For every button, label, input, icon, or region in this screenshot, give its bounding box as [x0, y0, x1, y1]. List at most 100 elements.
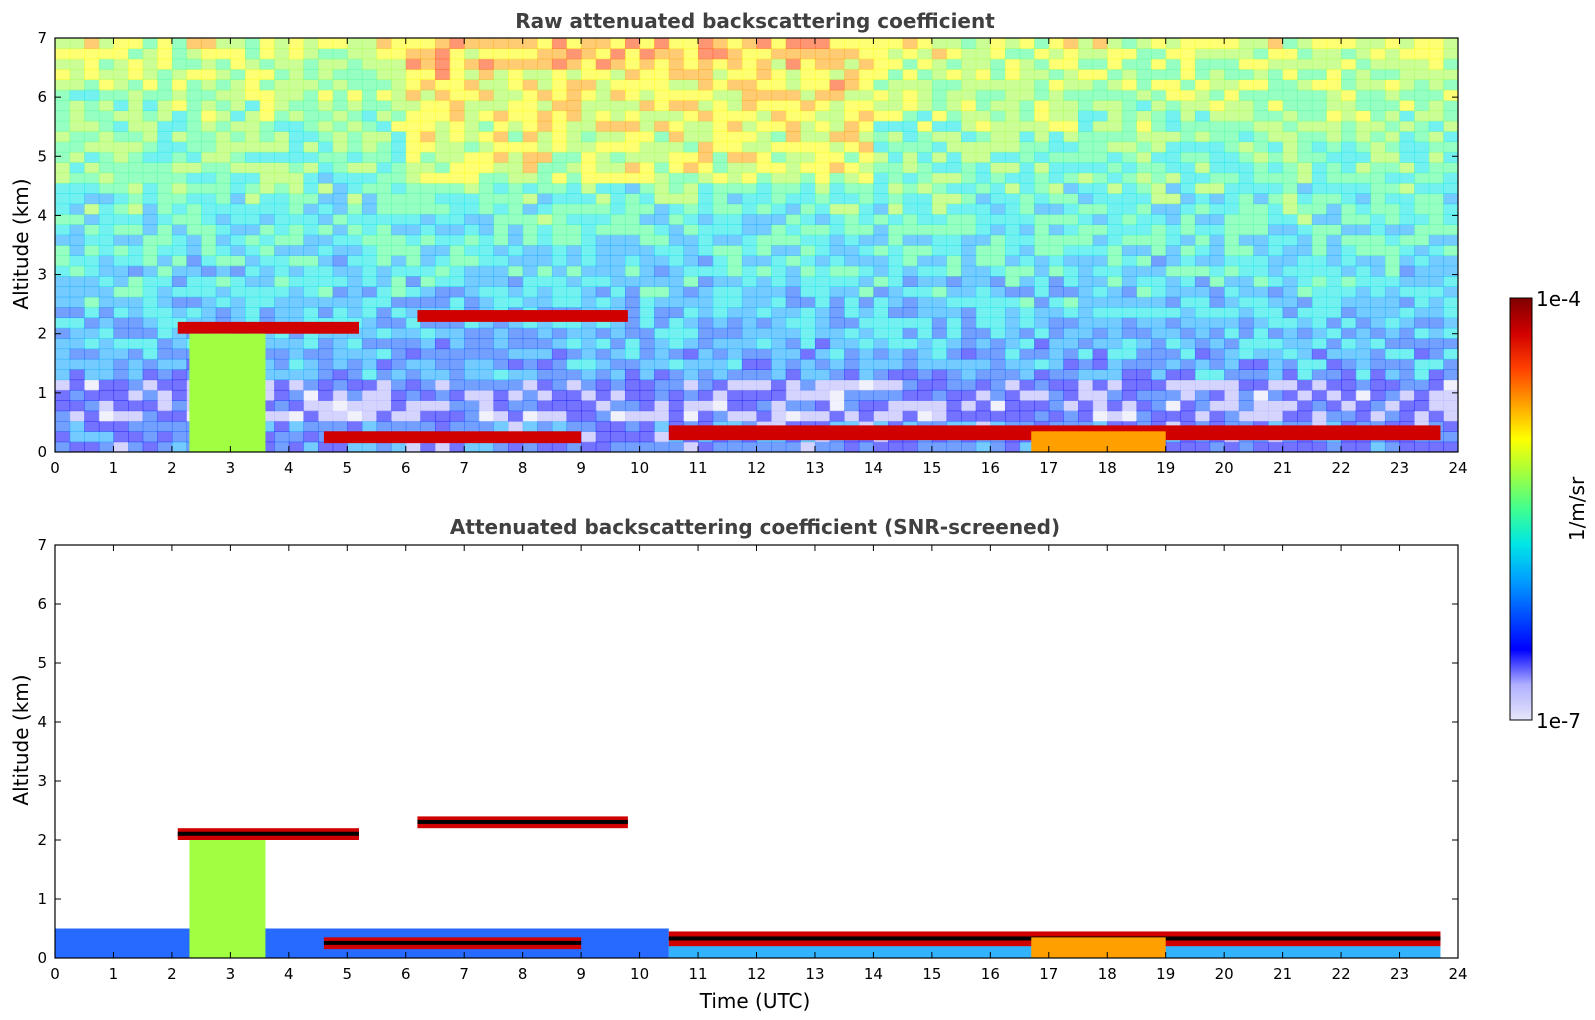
heatmap-cell [171, 120, 188, 132]
heatmap-cell [1136, 38, 1152, 49]
heatmap-cell [727, 172, 743, 184]
heatmap-cell [595, 338, 611, 350]
heatmap-cell [595, 369, 611, 381]
heatmap-cell [873, 379, 889, 391]
heatmap-cell [493, 58, 509, 70]
heatmap-cell [1165, 245, 1181, 256]
heatmap-cell [186, 193, 202, 205]
heatmap-cell [274, 141, 290, 153]
heatmap-cell [1268, 234, 1284, 246]
heatmap-cell [888, 79, 904, 91]
heatmap-cell [361, 213, 378, 225]
heatmap-cell [347, 224, 363, 236]
heatmap-cell [698, 224, 714, 236]
heatmap-cell [1326, 182, 1342, 194]
heatmap-cell [1004, 162, 1021, 174]
heatmap-cell [668, 182, 685, 194]
heatmap-cell [639, 389, 655, 401]
heatmap-cell [931, 162, 948, 174]
heatmap-cell [610, 69, 626, 80]
heatmap-cell [1180, 69, 1196, 80]
heatmap-cell [946, 172, 962, 184]
heatmap-cell [1078, 213, 1094, 225]
heatmap-cell [1151, 400, 1167, 412]
heatmap-cell [1194, 410, 1211, 422]
heatmap-cell [361, 234, 378, 246]
heatmap-cell [186, 255, 202, 267]
heatmap-cell [741, 338, 758, 350]
heatmap-cell [215, 172, 231, 184]
heatmap-cell [698, 255, 714, 267]
heatmap-cell [1107, 38, 1123, 49]
heatmap-cell [1194, 400, 1211, 412]
heatmap-cell [1253, 58, 1269, 70]
heatmap-cell [1238, 400, 1254, 412]
heatmap-cell [551, 213, 568, 225]
heatmap-cell [1370, 182, 1386, 194]
heatmap-cell [157, 348, 173, 360]
heatmap-cell [946, 69, 962, 80]
heatmap-cell [84, 172, 100, 184]
heatmap-cell [303, 213, 319, 225]
heatmap-cell [727, 182, 743, 194]
heatmap-cell [1194, 193, 1211, 205]
heatmap-cell [756, 131, 772, 143]
heatmap-cell [931, 141, 948, 153]
cloud-layer [1031, 431, 1166, 452]
heatmap-cell [1194, 172, 1211, 184]
heatmap-cell [610, 58, 626, 70]
heatmap-cell [566, 151, 582, 163]
heatmap-cell [1326, 317, 1342, 329]
heatmap-cell [171, 69, 188, 80]
heatmap-cell [829, 307, 845, 319]
heatmap-cell [1209, 58, 1225, 70]
heatmap-cell [303, 420, 319, 432]
heatmap-cell [128, 162, 144, 174]
heatmap-cell [84, 234, 100, 246]
heatmap-cell [844, 48, 860, 60]
heatmap-cell [581, 182, 597, 194]
heatmap-cell [946, 410, 962, 422]
heatmap-cell [961, 307, 977, 319]
heatmap-cell [873, 327, 889, 339]
heatmap-cell [1180, 255, 1196, 267]
heatmap-cell [434, 358, 451, 370]
colorbar-max-label: 1e-4 [1536, 287, 1581, 311]
heatmap-cell [98, 431, 115, 443]
heatmap-cell [303, 110, 319, 122]
heatmap-cell [698, 358, 714, 370]
heatmap-cell [698, 69, 714, 80]
heatmap-cell [391, 193, 407, 205]
heatmap-cell [361, 317, 378, 329]
heatmap-cell [639, 317, 655, 329]
heatmap-cell [961, 296, 977, 308]
heatmap-cell [1370, 131, 1386, 143]
heatmap-cell [1224, 162, 1240, 174]
heatmap-cell [1209, 172, 1225, 184]
heatmap-cell [157, 327, 173, 339]
heatmap-cell [493, 286, 509, 298]
heatmap-cell [712, 131, 728, 143]
heatmap-cell [142, 369, 158, 381]
heatmap-cell [1370, 110, 1386, 122]
heatmap-cell [478, 110, 495, 122]
heatmap-cell [434, 369, 451, 381]
heatmap-cell [1004, 131, 1021, 143]
heatmap-cell [420, 400, 436, 412]
heatmap-cell [449, 441, 465, 452]
heatmap-cell [303, 100, 319, 112]
heatmap-cell [1048, 369, 1065, 381]
heatmap-cell [537, 141, 553, 153]
heatmap-cell [405, 89, 421, 101]
heatmap-cell [654, 172, 670, 184]
heatmap-cell [303, 182, 319, 194]
heatmap-cell [215, 286, 231, 298]
heatmap-cell [785, 400, 801, 412]
heatmap-cell [1078, 100, 1094, 112]
heatmap-cell [654, 338, 670, 350]
heatmap-cell [873, 100, 889, 112]
heatmap-cell [668, 255, 685, 267]
heatmap-cell [508, 317, 524, 329]
heatmap-cell [858, 172, 875, 184]
heatmap-cell [873, 348, 889, 360]
